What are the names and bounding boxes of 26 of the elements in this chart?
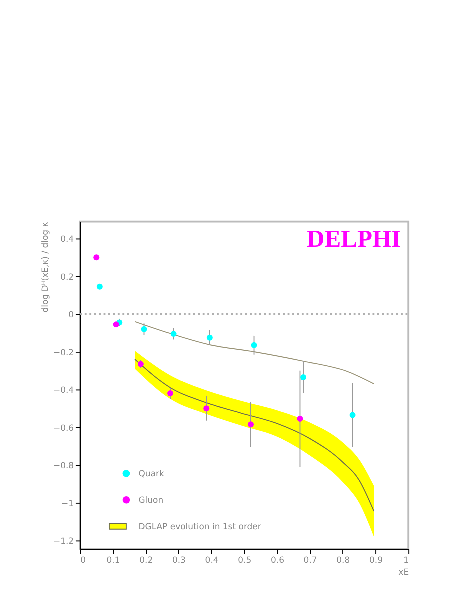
y-tick-label: −1.2 [53,537,74,548]
x-tick-label: 0.1 [106,556,120,566]
legend-label: DGLAP evolution in 1st order [138,522,262,532]
y-tick-label: 0.4 [60,235,74,246]
legend-label: Quark [138,470,164,480]
y-tick-label: −0.6 [53,424,74,434]
y-tick-label: −0.2 [53,348,74,358]
x-tick-label: 0.4 [205,556,219,566]
x-tick-label: 0.8 [336,556,350,566]
x-tick-label: 0.6 [270,556,284,566]
x-tick-label: 0.9 [369,556,383,566]
x-axis-title: xE [398,568,410,578]
x-tick-label: 0.2 [140,556,154,566]
legend-label: Gluon [138,496,164,506]
y-tick-label: −0.4 [53,386,74,396]
x-tick-label: 0.5 [238,556,252,566]
x-tick-label: 0.7 [304,556,318,566]
annotation: DELPHI [307,226,402,254]
y-tick-label: 0 [68,310,74,321]
y-tick-label: −0.8 [53,462,74,472]
x-tick-label: 0 [80,556,86,566]
y-axis-title: dlog Dᴴ(xE,κ) / dlog κ [40,222,51,313]
y-tick-label: −1 [62,499,74,510]
x-tick-label: 0.3 [172,556,186,566]
x-tick-label: 1 [404,556,410,566]
y-tick-label: 0.2 [60,272,74,283]
